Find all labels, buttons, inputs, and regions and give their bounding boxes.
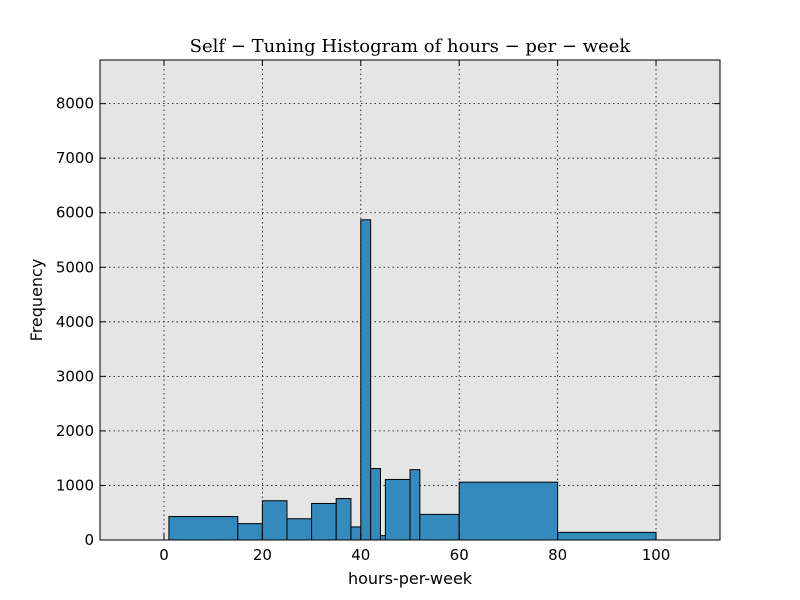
x-tick-label: 40 [351,546,370,564]
histogram-bar [557,531,657,541]
histogram-bar [409,469,421,541]
histogram-bar [335,498,352,541]
x-tick-label: 60 [450,546,469,564]
y-tick-label: 4000 [56,313,94,331]
histogram-bar [360,219,372,541]
histogram-bar [370,468,381,541]
x-axis-title: hours-per-week [348,569,473,588]
histogram-bar [311,502,337,541]
axis-ticks [100,60,720,541]
y-tick-label: 8000 [56,95,94,113]
histogram-bar [384,478,411,541]
histogram-bar [168,516,239,541]
x-tick-label: 80 [548,546,567,564]
y-axis-title: Frequency [27,259,46,342]
x-tick-label: 100 [642,546,671,564]
chart-title: Self − Tuning Histogram of hours − per −… [190,36,632,57]
y-tick-label: 2000 [56,422,94,440]
x-tick-label: 20 [253,546,272,564]
histogram-bar [261,500,288,541]
y-tick-label: 0 [84,531,94,549]
histogram-bar [237,523,263,541]
y-tick-label: 5000 [56,258,94,276]
histogram-bar [350,526,362,541]
plot-background [100,60,720,540]
y-tick-label: 3000 [56,367,94,385]
y-tick-label: 1000 [56,476,94,494]
histogram-bar [419,513,460,541]
histogram-bar [458,481,559,541]
tick-labels: 0 20 40 60 80 1000100020003000400050006000700… [56,95,671,564]
y-tick-label: 7000 [56,149,94,167]
histogram-bar [286,518,313,541]
plot-frame [99,59,721,541]
histogram-bar [379,535,386,541]
y-tick-label: 6000 [56,204,94,222]
x-tick-label: 0 [159,546,169,564]
histogram-bars [168,219,657,541]
